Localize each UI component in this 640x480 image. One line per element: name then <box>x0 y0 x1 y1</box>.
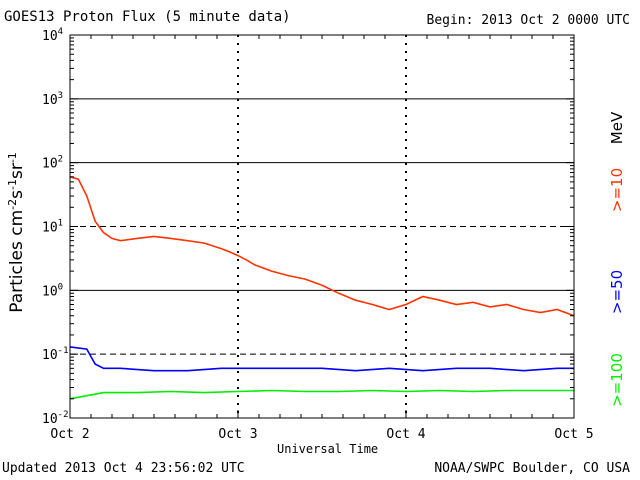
x-tick-label-2: Oct 4 <box>386 427 425 442</box>
series-line-2 <box>69 389 574 400</box>
y-tick-label-0: 10-2 <box>42 410 69 427</box>
series-line-1 <box>69 346 574 372</box>
x-tick-label-0: Oct 2 <box>50 427 89 442</box>
y-tick-label-6: 104 <box>42 27 63 44</box>
begin-time: Begin: 2013 Oct 2 0000 UTC <box>426 13 631 28</box>
y-tick-label-4: 102 <box>42 155 63 172</box>
y-tick-label-2: 100 <box>42 282 63 299</box>
y-tick-label-5: 103 <box>42 91 63 108</box>
x-tick-label-1: Oct 3 <box>218 427 257 442</box>
source-credit: NOAA/SWPC Boulder, CO USA <box>434 461 630 476</box>
grid-layer <box>70 35 574 418</box>
x-tick-label-3: Oct 5 <box>554 427 593 442</box>
legend-label-2: >=100 <box>608 353 626 407</box>
updated-timestamp: Updated 2013 Oct 4 23:56:02 UTC <box>2 461 245 476</box>
legend-label-0: >=10 <box>608 168 626 212</box>
chart-title: GOES13 Proton Flux (5 minute data) <box>4 9 291 25</box>
series-line-0 <box>69 176 575 317</box>
y-axis-label: Particles cm-2s-1sr-1 <box>6 152 27 313</box>
x-axis-label: Universal Time <box>277 442 379 456</box>
legend-label-1: >=50 <box>608 270 626 314</box>
y-tick-label-1: 10-1 <box>42 346 69 363</box>
series-layer <box>69 176 575 400</box>
energy-unit-label: MeV <box>608 111 626 144</box>
axis-layer: 10-2 10-1 100 101 102 103 104 Oct 2 Oct 3 Oct 4 Oc… <box>6 27 626 442</box>
y-tick-label-3: 101 <box>42 219 63 236</box>
